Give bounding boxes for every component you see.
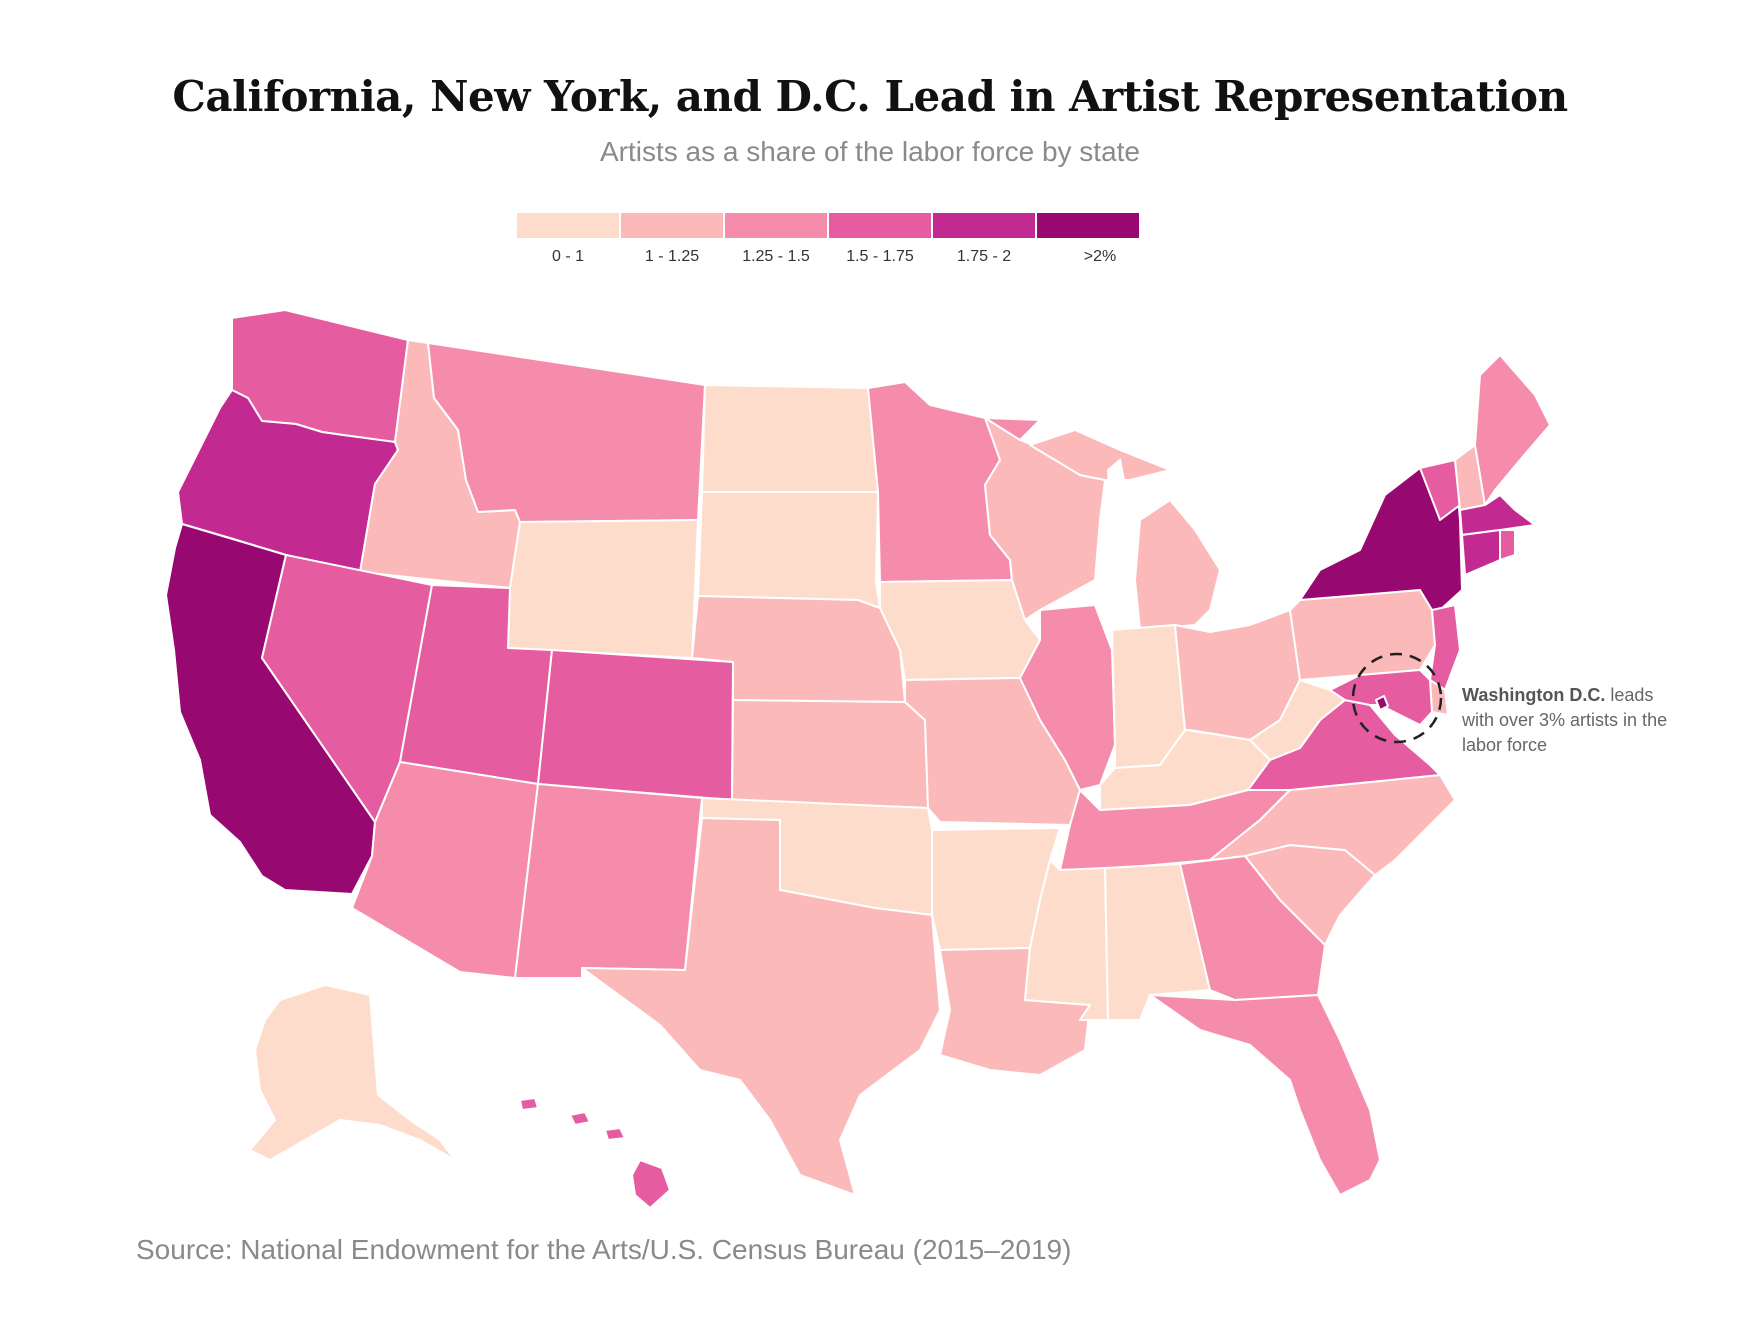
annotation-bold: Washington D.C.: [1462, 685, 1606, 705]
state-mississippi[interactable]: [1024, 859, 1109, 1021]
color-legend: 0 - 1 1 - 1.25 1.25 - 1.5 1.5 - 1.75 1.7…: [517, 213, 1157, 283]
source-note: Source: National Endowment for the Arts/…: [136, 1234, 1072, 1265]
legend-label-2: 1.25 - 1.5: [742, 248, 810, 265]
state-montana[interactable]: [427, 342, 706, 523]
state-kansas[interactable]: [731, 699, 929, 809]
state-colorado[interactable]: [537, 649, 734, 801]
legend-label-0: 0 - 1: [551, 248, 584, 265]
map-title: California, New York, and D.C. Lead in A…: [172, 72, 1568, 121]
state-new-mexico[interactable]: [514, 783, 703, 979]
dc-highlight-circle: [1351, 652, 1443, 744]
us-choropleth-map: [165, 309, 1551, 1209]
state-texas[interactable]: [581, 817, 941, 1196]
state-alaska[interactable]: [249, 984, 456, 1161]
legend-swatch-5: [1037, 213, 1139, 238]
state-florida[interactable]: [1149, 994, 1381, 1196]
lake-michigan: [1106, 458, 1134, 614]
legend-swatch-0: [517, 213, 619, 238]
state-wyoming[interactable]: [507, 519, 699, 659]
state-district-of-columbia[interactable]: [1375, 695, 1389, 711]
annotation-text: leads with over 3% artists in the labor …: [1462, 685, 1668, 755]
legend-swatch-1: [621, 213, 723, 238]
state-hawaii[interactable]: [519, 1097, 671, 1209]
legend-label-5: >2%: [1083, 248, 1117, 265]
legend-label-4: 1.75 - 2: [956, 248, 1012, 265]
dc-annotation: Washington D.C. leads with over 3% artis…: [1462, 683, 1682, 758]
legend-swatch-2: [725, 213, 827, 238]
state-pennsylvania[interactable]: [1289, 589, 1436, 681]
state-north-dakota[interactable]: [701, 384, 879, 493]
state-michigan[interactable]: [1029, 429, 1221, 631]
state-connecticut[interactable]: [1461, 529, 1501, 576]
state-rhode-island[interactable]: [1499, 529, 1516, 561]
legend-swatch-3: [829, 213, 931, 238]
map-subtitle: Artists as a share of the labor force by…: [599, 136, 1141, 167]
legend-swatch-4: [933, 213, 1035, 238]
legend-label-3: 1.5 - 1.75: [846, 248, 914, 265]
state-new-jersey[interactable]: [1429, 604, 1461, 691]
state-maine[interactable]: [1474, 354, 1551, 506]
state-south-dakota[interactable]: [697, 491, 881, 609]
legend-label-1: 1 - 1.25: [644, 248, 700, 265]
